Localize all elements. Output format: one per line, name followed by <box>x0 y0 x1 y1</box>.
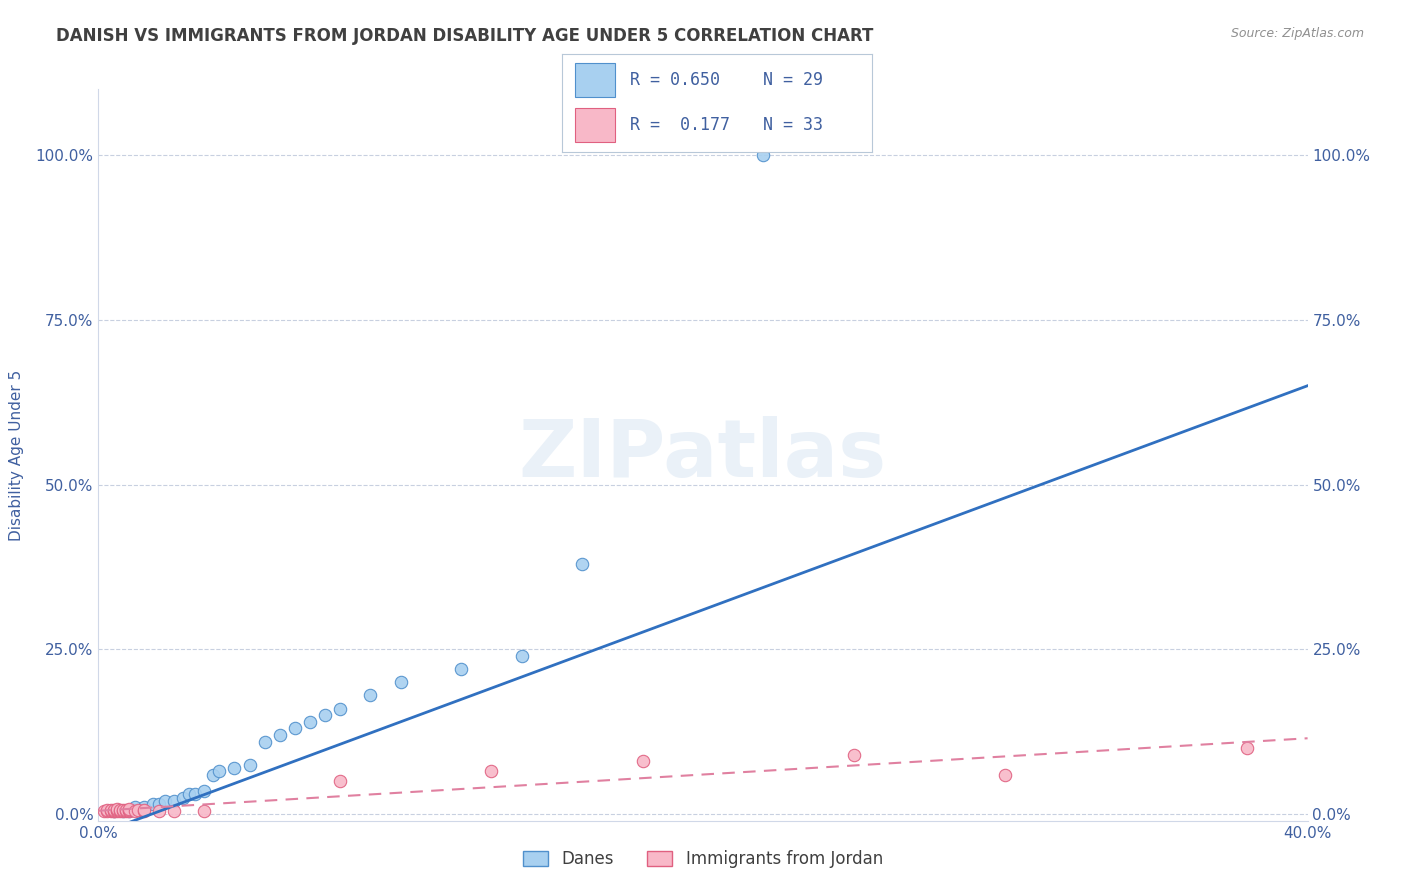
Point <box>118 802 141 816</box>
Point <box>96 803 118 817</box>
Point <box>269 728 291 742</box>
Point <box>118 803 141 817</box>
Point <box>132 804 155 818</box>
Point <box>184 787 207 801</box>
Point <box>105 804 128 818</box>
Point <box>148 797 170 812</box>
Point <box>111 803 134 817</box>
Point <box>571 557 593 571</box>
Point <box>179 787 201 801</box>
Point <box>314 708 336 723</box>
Point <box>111 804 134 818</box>
Y-axis label: Disability Age Under 5: Disability Age Under 5 <box>10 369 24 541</box>
Point <box>96 804 118 818</box>
Point <box>153 794 176 808</box>
Bar <box>575 109 614 142</box>
Point <box>360 689 382 703</box>
Point <box>163 794 186 808</box>
Point <box>329 774 352 789</box>
Text: Source: ZipAtlas.com: Source: ZipAtlas.com <box>1230 27 1364 40</box>
Point <box>100 804 122 818</box>
Point <box>844 747 866 762</box>
Point <box>114 803 136 817</box>
Point <box>124 800 146 814</box>
Point <box>994 767 1017 781</box>
Point <box>510 648 533 663</box>
Point <box>108 803 131 817</box>
Text: ZIPatlas: ZIPatlas <box>519 416 887 494</box>
Point <box>481 764 503 779</box>
Point <box>389 675 412 690</box>
Point <box>193 804 215 818</box>
Legend: Danes, Immigrants from Jordan: Danes, Immigrants from Jordan <box>516 844 890 875</box>
Point <box>172 790 194 805</box>
Point <box>124 804 146 818</box>
Point <box>132 803 155 817</box>
Point <box>253 734 276 748</box>
Text: DANISH VS IMMIGRANTS FROM JORDAN DISABILITY AGE UNDER 5 CORRELATION CHART: DANISH VS IMMIGRANTS FROM JORDAN DISABIL… <box>56 27 873 45</box>
Text: R = 0.650: R = 0.650 <box>630 71 720 89</box>
Bar <box>575 63 614 96</box>
Point <box>148 804 170 818</box>
Point <box>132 800 155 814</box>
Point <box>105 802 128 816</box>
Point <box>163 804 186 818</box>
Point <box>118 804 141 818</box>
Point <box>208 764 231 779</box>
Point <box>108 804 131 818</box>
Point <box>114 804 136 818</box>
Point <box>142 797 165 812</box>
Text: N = 29: N = 29 <box>763 71 824 89</box>
Point <box>450 662 472 676</box>
Point <box>93 804 115 818</box>
Point <box>103 804 125 818</box>
Text: N = 33: N = 33 <box>763 116 824 134</box>
Point <box>118 804 141 818</box>
Text: R =  0.177: R = 0.177 <box>630 116 731 134</box>
Point <box>752 148 775 162</box>
Point <box>1236 741 1258 756</box>
Point <box>127 803 149 817</box>
Point <box>239 757 262 772</box>
Point <box>193 784 215 798</box>
Point <box>105 803 128 817</box>
Point <box>202 767 225 781</box>
Point <box>103 804 125 818</box>
Point <box>103 804 125 818</box>
Point <box>329 701 352 715</box>
Point <box>100 803 122 817</box>
Point <box>299 714 322 729</box>
Point <box>111 804 134 818</box>
Point <box>224 761 246 775</box>
Point <box>284 722 307 736</box>
Point <box>631 755 654 769</box>
Point <box>103 803 125 817</box>
